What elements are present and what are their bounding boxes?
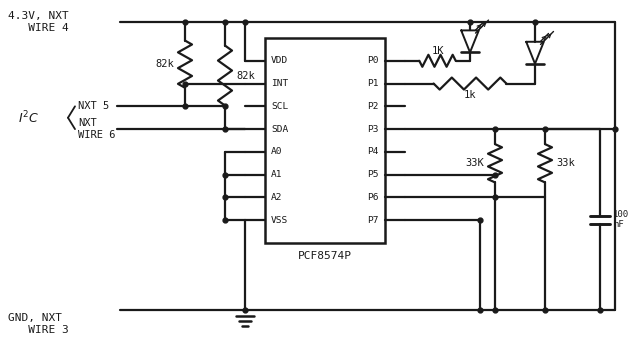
Text: P0: P0 bbox=[367, 56, 379, 65]
Bar bbox=[265, 38, 385, 243]
Text: INT: INT bbox=[271, 79, 288, 88]
Text: 82k: 82k bbox=[156, 59, 174, 69]
Text: P6: P6 bbox=[367, 193, 379, 202]
Text: SCL: SCL bbox=[271, 102, 288, 111]
Text: 1K: 1K bbox=[431, 46, 444, 56]
Text: P5: P5 bbox=[367, 170, 379, 179]
Text: WIRE 3: WIRE 3 bbox=[8, 325, 68, 335]
Text: VDD: VDD bbox=[271, 56, 288, 65]
Text: WIRE 6: WIRE 6 bbox=[78, 130, 115, 140]
Text: 82k: 82k bbox=[236, 70, 255, 81]
Text: VSS: VSS bbox=[271, 216, 288, 225]
Text: P7: P7 bbox=[367, 216, 379, 225]
Text: 100
nF: 100 nF bbox=[613, 210, 629, 229]
Text: NXT: NXT bbox=[78, 118, 97, 128]
Text: $I^2C$: $I^2C$ bbox=[18, 109, 39, 126]
Text: SDA: SDA bbox=[271, 125, 288, 134]
Text: P1: P1 bbox=[367, 79, 379, 88]
Text: GND, NXT: GND, NXT bbox=[8, 313, 62, 323]
Text: 4.3V, NXT: 4.3V, NXT bbox=[8, 11, 68, 21]
Text: A1: A1 bbox=[271, 170, 282, 179]
Text: 33K: 33K bbox=[465, 158, 484, 168]
Text: P4: P4 bbox=[367, 147, 379, 156]
Text: WIRE 4: WIRE 4 bbox=[8, 23, 68, 33]
Text: 1k: 1k bbox=[464, 89, 476, 100]
Text: A2: A2 bbox=[271, 193, 282, 202]
Text: 33k: 33k bbox=[556, 158, 575, 168]
Text: P2: P2 bbox=[367, 102, 379, 111]
Text: PCF8574P: PCF8574P bbox=[298, 251, 352, 261]
Text: NXT 5: NXT 5 bbox=[78, 101, 109, 111]
Text: A0: A0 bbox=[271, 147, 282, 156]
Text: P3: P3 bbox=[367, 125, 379, 134]
